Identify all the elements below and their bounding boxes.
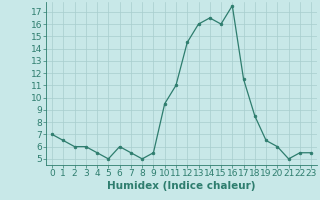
- X-axis label: Humidex (Indice chaleur): Humidex (Indice chaleur): [107, 181, 256, 191]
